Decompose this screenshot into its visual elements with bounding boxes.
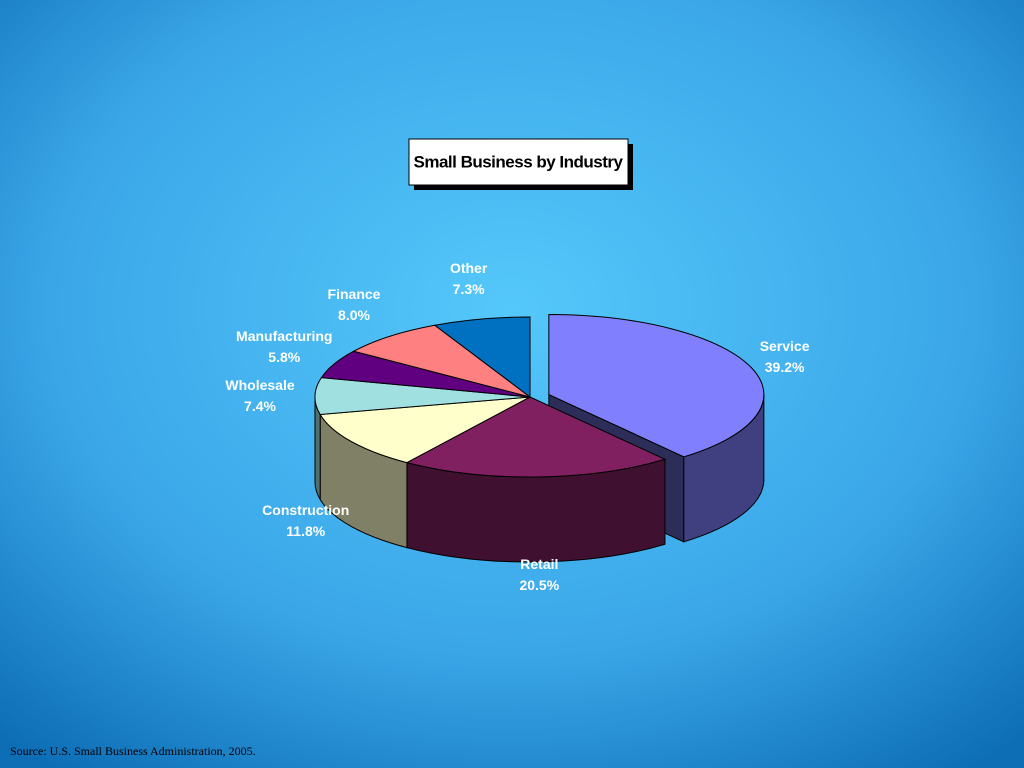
slice-value-label: 11.8%: [286, 523, 325, 539]
slice-label: Wholesale: [225, 377, 294, 393]
slice-label: Service: [760, 338, 810, 354]
slice: [548, 314, 765, 458]
slice-label: Construction: [262, 502, 349, 518]
slice-value-label: 8.0%: [338, 307, 370, 323]
sides: [314, 393, 765, 563]
slice-value-label: 7.4%: [244, 398, 276, 414]
slice: [352, 324, 531, 398]
title-box: [408, 138, 629, 186]
source-note: Source: U.S. Small Business Administrati…: [10, 744, 256, 758]
slice: [433, 316, 531, 399]
slice: [405, 396, 667, 478]
slice-label: Retail: [520, 556, 558, 572]
slice-value-label: 5.8%: [268, 349, 300, 365]
slice-value-label: 39.2%: [765, 359, 805, 375]
slice: [314, 377, 531, 415]
slice-label: Finance: [328, 286, 381, 302]
slice-label: Manufacturing: [236, 328, 332, 344]
slice-value-label: 20.5%: [519, 577, 559, 593]
pie-chart: [314, 314, 765, 563]
chart-title: Small Business by Industry: [413, 152, 623, 171]
slice-label: Other: [450, 260, 488, 276]
slice: [319, 396, 531, 464]
slice-value-label: 7.3%: [453, 281, 485, 297]
tops: [314, 314, 765, 478]
